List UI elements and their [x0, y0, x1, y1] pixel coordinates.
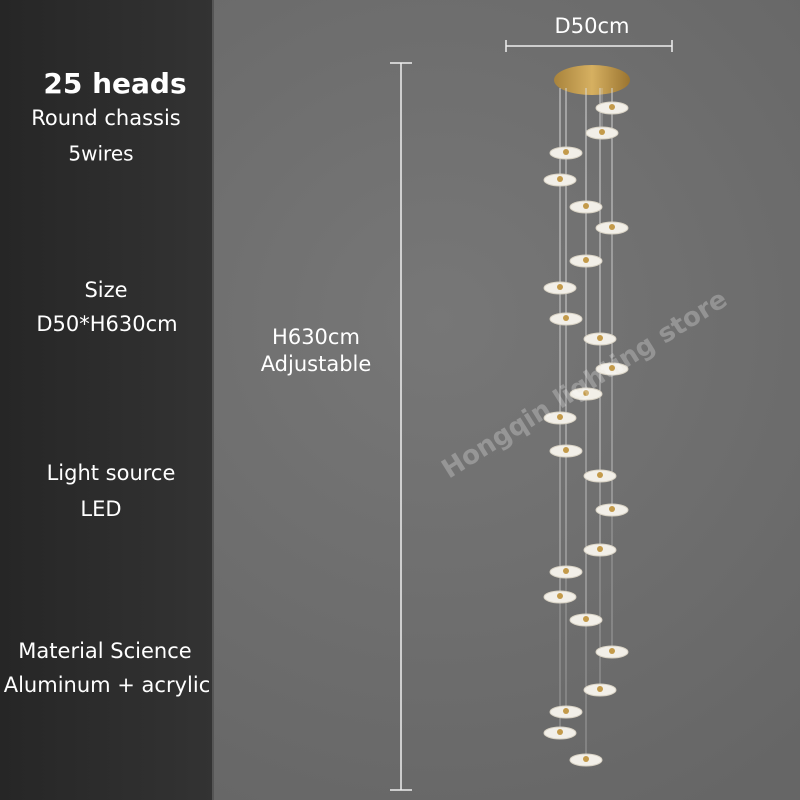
lamp-cap: [609, 365, 615, 371]
lamp-cap: [557, 176, 563, 182]
diameter: D50cm: [555, 14, 630, 38]
lamp-cap: [557, 414, 563, 420]
light-label: Light source: [47, 461, 176, 485]
spec-panel: [0, 0, 214, 800]
lamp-cap: [597, 546, 603, 552]
lamp-cap: [557, 284, 563, 290]
chassis: Round chassis: [31, 106, 181, 130]
lamp-cap: [583, 616, 589, 622]
lamp-cap: [597, 686, 603, 692]
light-value: LED: [80, 497, 121, 521]
height-measure: [390, 62, 412, 791]
lamp-cap: [563, 568, 569, 574]
diameter-measure: [505, 40, 673, 52]
lamp-cap: [599, 129, 605, 135]
lamp-cap: [583, 257, 589, 263]
height-note: Adjustable: [261, 352, 372, 376]
lamp-cap: [557, 729, 563, 735]
size-label: Size: [84, 278, 127, 302]
lamp-cap: [583, 756, 589, 762]
lamp-cap: [557, 593, 563, 599]
height: H630cm: [272, 325, 360, 349]
lamp-cap: [563, 149, 569, 155]
lamp-cap: [609, 648, 615, 654]
lamp-cap: [609, 224, 615, 230]
lamp-cap: [609, 104, 615, 110]
lamp-cap: [597, 335, 603, 341]
chandelier: [543, 65, 630, 767]
lamp-cap: [597, 472, 603, 478]
size-value: D50*H630cm: [36, 312, 177, 336]
heads: 25 heads: [43, 67, 186, 100]
canopy: [554, 65, 630, 95]
material-value: Aluminum + acrylic: [4, 673, 211, 697]
lamp-cap: [563, 315, 569, 321]
lamp-cap: [583, 203, 589, 209]
lamp-cap: [563, 447, 569, 453]
lamp-cap: [609, 506, 615, 512]
material-label: Material Science: [18, 639, 191, 663]
wires: 5wires: [68, 142, 133, 166]
lamp-cap: [583, 390, 589, 396]
lamp-cap: [563, 708, 569, 714]
